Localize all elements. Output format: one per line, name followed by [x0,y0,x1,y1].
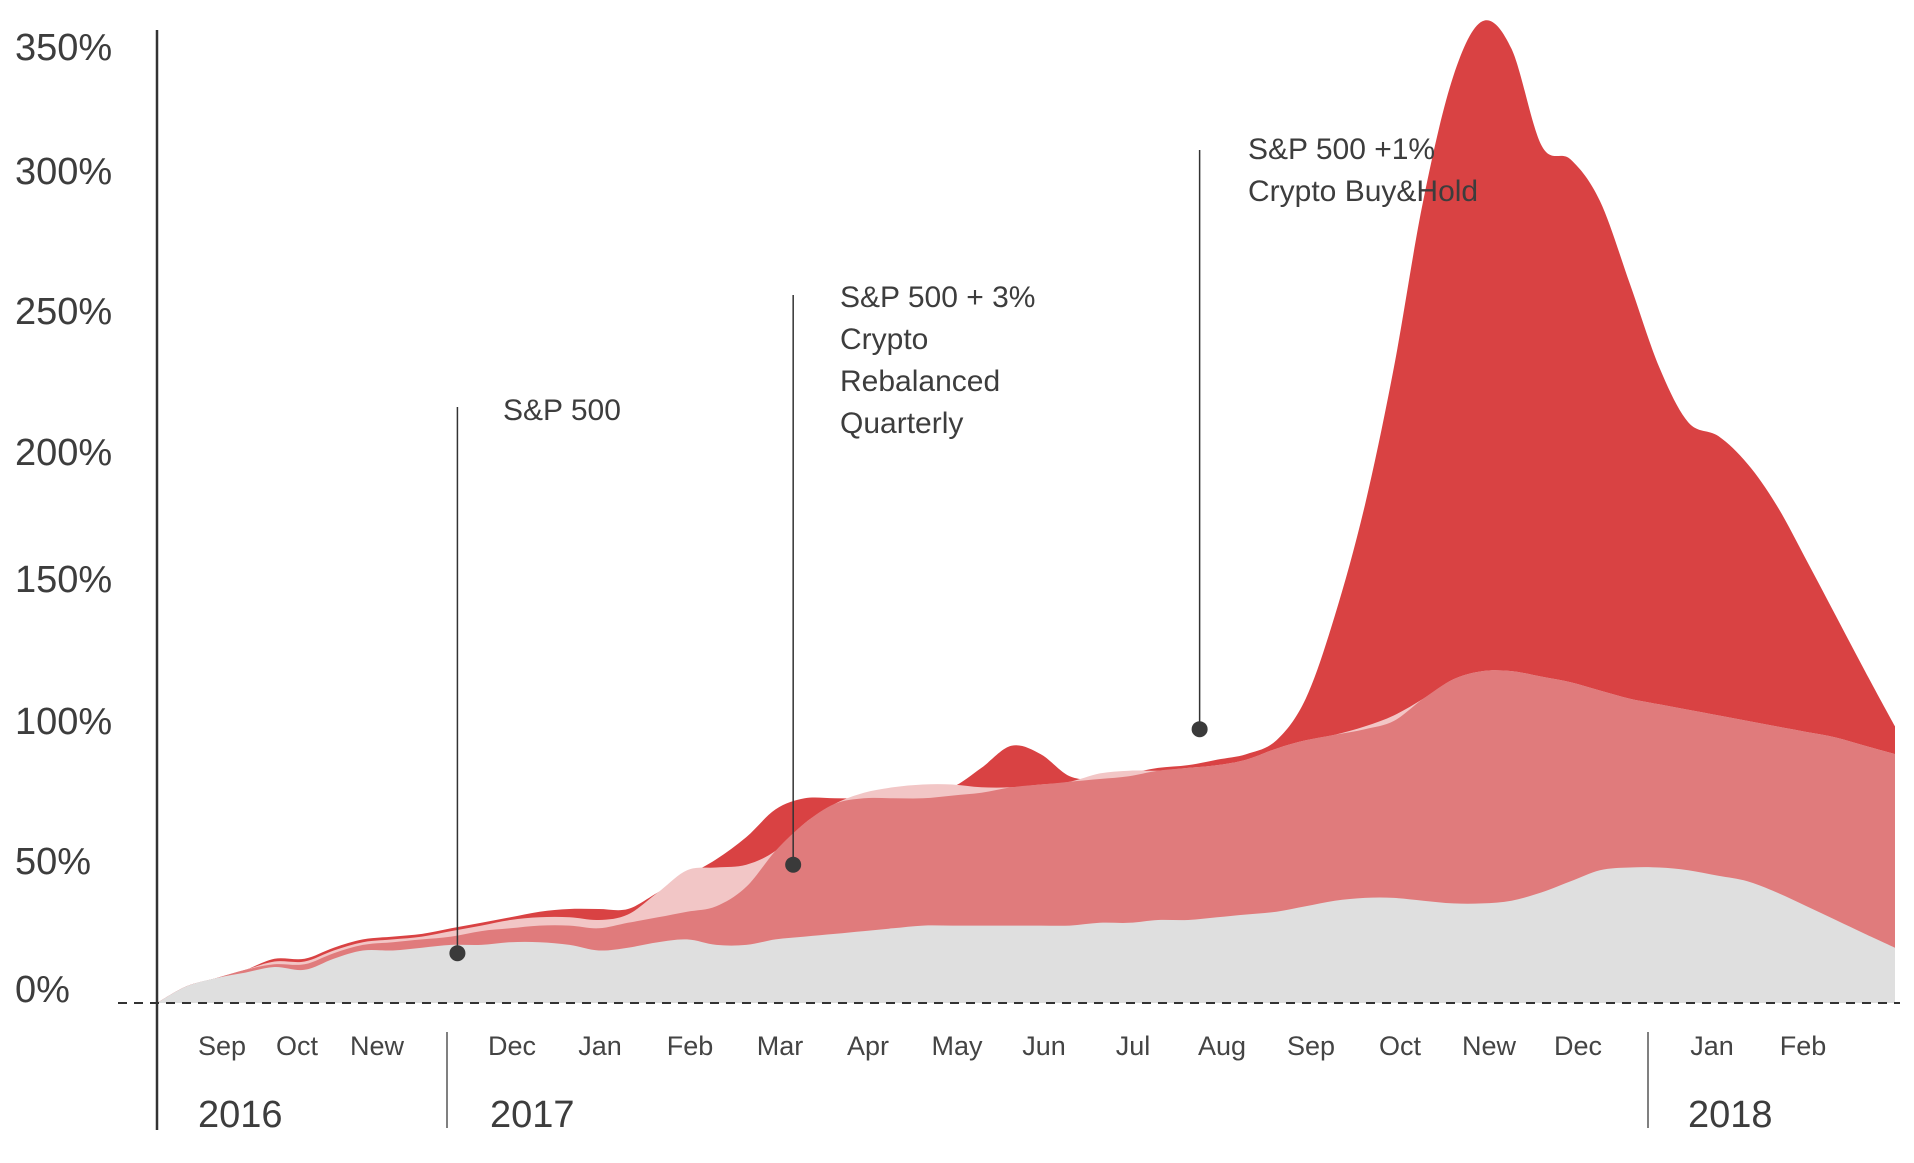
x-tick-label: Feb [667,1031,714,1061]
y-tick-label: 0% [15,969,70,1011]
annotation-marker [449,945,466,962]
area-series-group [157,20,1895,1004]
y-tick-label: 250% [15,291,112,333]
y-tick-label: 150% [15,559,112,601]
x-tick-label: Apr [847,1031,889,1061]
x-tick-label: Dec [1554,1031,1602,1061]
annotation-marker [785,856,802,873]
y-tick-label: 350% [15,27,112,69]
x-tick-label: Sep [1287,1031,1335,1061]
x-tick-label: Sep [198,1031,246,1061]
annotation-text: Rebalanced [840,365,1000,398]
x-tick-label: New [1462,1031,1517,1061]
y-tick-label: 300% [15,151,112,193]
x-tick-label: New [350,1031,405,1061]
x-tick-label: Jul [1116,1031,1151,1061]
annotation-text: S&P 500 +1% [1248,133,1435,166]
x-tick-label: Mar [757,1031,804,1061]
x-tick-label: Oct [1379,1031,1422,1061]
x-tick-label: Jan [578,1031,622,1061]
annotation-text: Crypto Buy&Hold [1248,175,1478,208]
x-tick-label: May [931,1031,983,1061]
x-tick-label: Jun [1022,1031,1066,1061]
y-tick-label: 100% [15,701,112,743]
x-tick-label: Feb [1780,1031,1827,1061]
year-label: 2017 [490,1094,575,1136]
x-tick-label: Dec [488,1031,536,1061]
annotations: S&P 500 S&P 500 + 3% Crypto Rebalanced Quart… [449,133,1478,962]
year-label: 2018 [1688,1094,1773,1136]
y-tick-labels: 0% 50% 100% 150% 200% 250% 300% 350% [15,27,112,1011]
year-labels: 2016 2017 2018 [198,1032,1773,1136]
x-tick-label: Oct [276,1031,319,1061]
annotation-text: S&P 500 + 3% [840,281,1035,314]
y-tick-label: 200% [15,432,112,474]
annotation-text: Quarterly [840,407,963,440]
x-tick-labels: Sep Oct New Dec Jan Feb Mar Apr May Jun Jul Aug Sep O… [198,1031,1826,1061]
y-tick-label: 50% [15,841,91,883]
annotation-marker [1191,721,1208,738]
x-tick-label: Jan [1690,1031,1734,1061]
x-tick-label: Aug [1198,1031,1246,1061]
annotation-text: S&P 500 [503,394,621,427]
area-series-4 [157,867,1895,1003]
annotation-text: Crypto [840,323,928,356]
year-label: 2016 [198,1094,283,1136]
